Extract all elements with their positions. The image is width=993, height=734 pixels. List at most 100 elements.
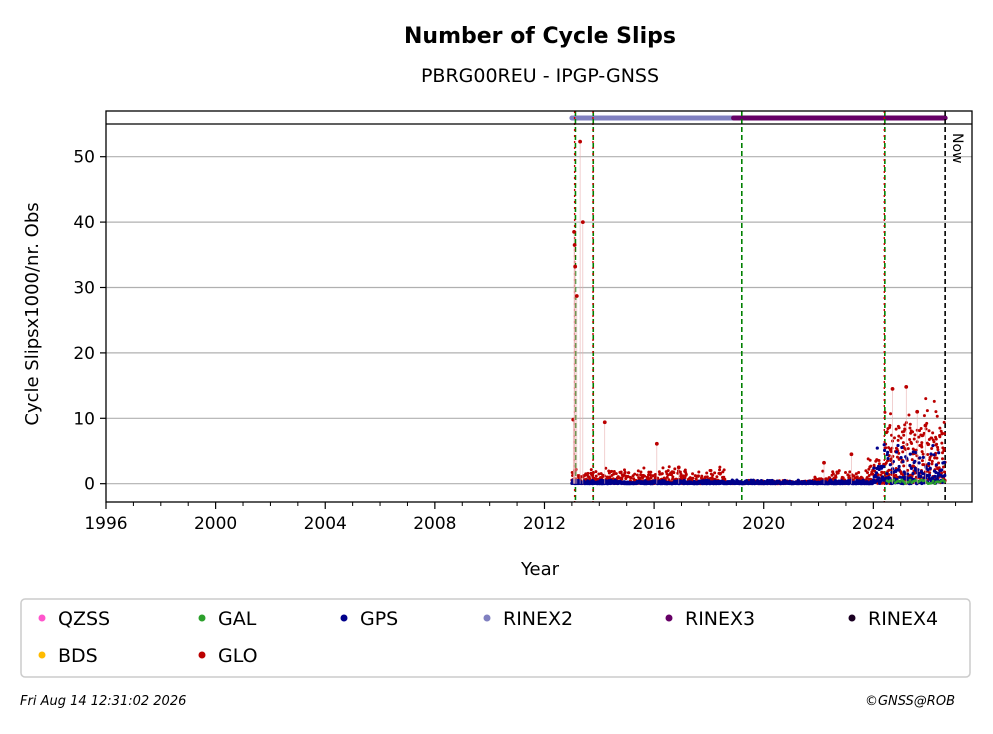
glo-point	[940, 431, 944, 435]
glo-point	[925, 409, 929, 413]
now-label: Now	[949, 133, 965, 164]
legend-marker-rinex2	[483, 614, 491, 622]
gps-point	[908, 463, 912, 468]
glo-point	[881, 471, 885, 475]
footer-timestamp: Fri Aug 14 12:31:02 2026	[20, 694, 187, 709]
glo-point	[660, 472, 664, 476]
x-tick-label: 2020	[742, 514, 785, 534]
gps-point	[926, 468, 930, 472]
glo-point	[908, 422, 912, 426]
glo-point	[705, 471, 709, 475]
glo-point	[612, 470, 616, 474]
legend-label-rinex2: RINEX2	[503, 608, 573, 630]
glo-point	[623, 470, 627, 474]
glo-point	[884, 446, 888, 450]
glo-point	[941, 451, 945, 455]
glo-point	[906, 468, 910, 472]
gps-point	[896, 443, 900, 448]
glo-point	[930, 436, 934, 440]
glo-peak-point	[676, 465, 681, 470]
glo-point	[920, 445, 924, 449]
legend-marker-glo	[198, 651, 206, 659]
glo-point	[934, 437, 938, 441]
gps-point	[872, 466, 876, 470]
glo-point	[586, 471, 590, 475]
glo-point	[910, 442, 914, 446]
glo-point	[866, 471, 870, 475]
glo-point	[887, 446, 891, 450]
glo-point	[938, 426, 942, 430]
glo-point	[902, 433, 906, 437]
x-axis-label: Year	[520, 559, 560, 580]
x-tick-label: 2000	[194, 514, 237, 534]
glo-point	[638, 476, 642, 480]
gps-point	[917, 471, 921, 476]
gps-point	[899, 456, 903, 460]
glo-point	[933, 456, 937, 460]
x-tick-label: 2016	[632, 514, 675, 534]
glo-point	[821, 469, 825, 473]
glo-point	[837, 469, 841, 473]
gps-point	[901, 460, 905, 464]
glo-point	[913, 433, 917, 437]
glo-point	[885, 430, 889, 434]
gps-point	[913, 459, 917, 463]
glo-point	[836, 471, 840, 475]
gps-point	[919, 475, 923, 479]
glo-point	[683, 476, 687, 480]
glo-point	[941, 465, 945, 469]
glo-point	[938, 435, 942, 439]
gps-point	[882, 443, 886, 447]
glo-point	[942, 470, 946, 474]
glo-point	[920, 459, 924, 463]
legend-label-gal: GAL	[218, 608, 257, 630]
plot-frame	[105, 110, 973, 503]
gps-point	[914, 450, 918, 455]
gps-point	[940, 468, 944, 472]
glo-peak-point	[574, 294, 579, 298]
glo-point	[671, 475, 675, 479]
glo-point	[935, 442, 939, 446]
glo-point	[908, 426, 912, 430]
glo-peak-point	[654, 441, 659, 446]
gps-point	[936, 474, 940, 478]
legend-marker-gps	[340, 614, 348, 622]
glo-point	[709, 469, 713, 473]
gps-point	[927, 473, 932, 477]
glo-point	[608, 475, 612, 479]
gps-point	[934, 463, 938, 467]
legend-marker-rinex3	[665, 614, 673, 622]
legend-box	[20, 598, 971, 678]
gps-point	[909, 466, 914, 470]
glo-point	[635, 473, 639, 477]
glo-point	[888, 423, 892, 427]
glo-point	[907, 413, 911, 417]
glo-point	[848, 470, 852, 474]
gps-point	[908, 452, 912, 456]
glo-point	[927, 442, 931, 446]
glo-point	[922, 431, 926, 435]
glo-point	[629, 476, 633, 480]
glo-point	[884, 461, 888, 465]
glo-point	[705, 475, 709, 479]
glo-point	[930, 459, 934, 463]
chart-title: Number of Cycle Slips	[404, 24, 676, 49]
glo-point	[922, 463, 926, 467]
glo-point	[941, 457, 945, 461]
glo-point	[594, 470, 598, 474]
glo-point	[892, 436, 896, 440]
glo-point	[889, 412, 893, 416]
glo-point	[639, 470, 643, 474]
gal-point	[902, 480, 905, 483]
glo-point	[940, 441, 944, 445]
glo-point	[651, 474, 655, 478]
gps-point	[911, 471, 915, 476]
glo-point	[619, 470, 623, 474]
gps-point	[878, 480, 882, 484]
glo-peak-point	[580, 220, 585, 224]
gps-point	[905, 472, 910, 476]
glo-point	[700, 474, 704, 478]
glo-point	[722, 468, 726, 472]
glo-point	[936, 445, 940, 449]
